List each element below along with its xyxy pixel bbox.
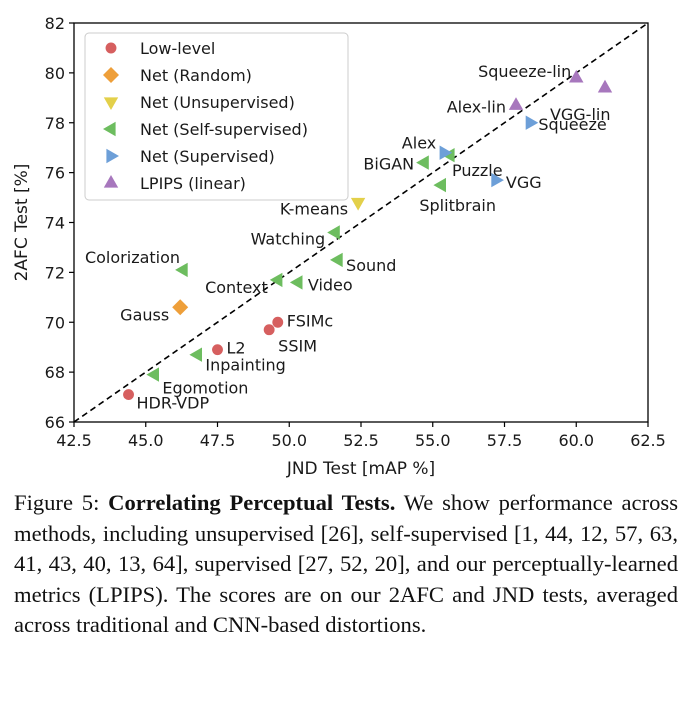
x-tick-label: 52.5: [343, 431, 379, 450]
axis-ticks-group: 42.5 45.0 47.5 50.0 52.5 55.0 57.5 60.0 62.5 66 68…: [45, 14, 666, 450]
point-label-squeeze: Squeeze: [538, 115, 606, 134]
legend-label-low-level: Low-level: [140, 39, 215, 58]
x-tick-label: 42.5: [56, 431, 92, 450]
reference-line-group: [73, 22, 649, 423]
figure: HDR-VDP L2 SSIM FSIMc Gauss K-means Egomotion I…: [12, 14, 666, 479]
point-label-k-means: K-means: [280, 200, 348, 219]
legend-label-net-random: Net (Random): [140, 66, 252, 85]
point-vgg-lin: [597, 79, 613, 93]
point-watching: [327, 225, 340, 240]
point-label-watching: Watching: [251, 229, 326, 248]
point-label-puzzle: Puzzle: [452, 161, 503, 180]
legend: Low-level Net (Random) Net (Unsupervised) N…: [84, 32, 349, 201]
legend-box: [84, 32, 349, 201]
point-label-hdr-vdp: HDR-VDP: [137, 394, 210, 413]
legend-marker-net-self-supervised: [103, 121, 116, 137]
point-label-inpainting: Inpainting: [205, 356, 285, 375]
point-ssim: [263, 324, 275, 336]
y-axis-label: 2AFC Test [%]: [12, 164, 32, 282]
point-alex-lin: [508, 97, 524, 110]
point-label-sound: Sound: [346, 256, 396, 275]
y-tick-label: 72: [45, 263, 65, 282]
point-label-splitbrain: Splitbrain: [419, 196, 496, 215]
point-label-context: Context: [205, 278, 268, 297]
point-video: [289, 275, 303, 290]
point-squeeze-lin: [569, 69, 584, 83]
legend-marker-lpips-linear: [103, 175, 119, 188]
x-axis-label: JND Test [mAP %]: [286, 459, 435, 479]
point-label-alex: Alex: [402, 134, 436, 153]
point-colorization: [175, 262, 188, 278]
point-context: [269, 272, 283, 288]
x-tick-label: 57.5: [487, 431, 523, 450]
point-labels-group: HDR-VDP L2 SSIM FSIMc Gauss K-means Egomotion I…: [85, 62, 611, 413]
y-tick-label: 80: [45, 64, 65, 83]
point-label-squeeze-lin: Squeeze-lin: [478, 62, 571, 81]
x-tick-label: 62.5: [630, 431, 666, 450]
point-vgg: [491, 172, 504, 188]
legend-marker-low-level: [105, 42, 117, 54]
legend-label-net-unsupervised: Net (Unsupervised): [140, 93, 295, 112]
point-label-video: Video: [308, 275, 353, 294]
point-label-gauss: Gauss: [120, 305, 169, 324]
point-label-bigan: BiGAN: [363, 155, 414, 174]
x-tick-label: 45.0: [128, 431, 164, 450]
point-squeeze: [525, 115, 539, 130]
y-tick-label: 74: [45, 214, 65, 233]
figure-caption: Figure 5: Correlating Perceptual Tests. …: [14, 488, 678, 641]
legend-label-lpips-linear: LPIPS (linear): [140, 174, 246, 193]
x-tick-label: 55.0: [415, 431, 451, 450]
point-label-l2: L2: [227, 339, 246, 358]
scatter-chart: HDR-VDP L2 SSIM FSIMc Gauss K-means Egomotion I…: [12, 14, 666, 479]
caption-title: Correlating Perceptual Tests.: [108, 490, 396, 515]
x-tick-label: 50.0: [271, 431, 307, 450]
y-tick-label: 68: [45, 363, 65, 382]
legend-marker-net-unsupervised: [103, 97, 119, 110]
y-tick-label: 76: [45, 164, 65, 183]
point-label-egomotion: Egomotion: [162, 379, 248, 398]
caption-text: We show performance across methods, incl…: [14, 490, 678, 638]
legend-marker-net-random: [103, 67, 119, 83]
legend-marker-net-supervised: [106, 148, 119, 164]
point-gauss: [172, 299, 189, 316]
point-label-ssim: SSIM: [278, 337, 317, 356]
data-points-group: [123, 69, 613, 401]
x-tick-label: 47.5: [200, 431, 236, 450]
point-inpainting: [189, 347, 202, 362]
y-tick-label: 82: [45, 14, 65, 33]
point-egomotion: [146, 367, 159, 382]
point-hdr-vdp: [123, 389, 134, 401]
y-tick-label: 66: [45, 413, 65, 432]
diagonal-reference-line: [73, 22, 649, 423]
x-tick-label: 60.0: [558, 431, 594, 450]
legend-label-net-supervised: Net (Supervised): [140, 147, 275, 166]
point-splitbrain: [433, 177, 446, 193]
point-alex: [439, 145, 453, 160]
point-label-alex-lin: Alex-lin: [447, 97, 506, 116]
legend-label-net-self-supervised: Net (Self-supervised): [140, 120, 308, 139]
caption-label: Figure 5:: [14, 490, 100, 515]
point-label-vgg: VGG: [506, 173, 542, 192]
point-l2: [212, 344, 223, 356]
point-k-means: [350, 197, 366, 211]
point-label-colorization: Colorization: [85, 248, 180, 267]
point-bigan: [416, 155, 429, 170]
point-label-vgg-lin: VGG-lin: [550, 105, 611, 124]
point-sound: [330, 252, 343, 268]
y-tick-label: 70: [45, 313, 65, 332]
point-puzzle: [442, 148, 455, 163]
point-fsimc: [272, 316, 284, 328]
point-label-fsimc: FSIMc: [287, 311, 333, 330]
y-tick-label: 78: [45, 114, 65, 133]
